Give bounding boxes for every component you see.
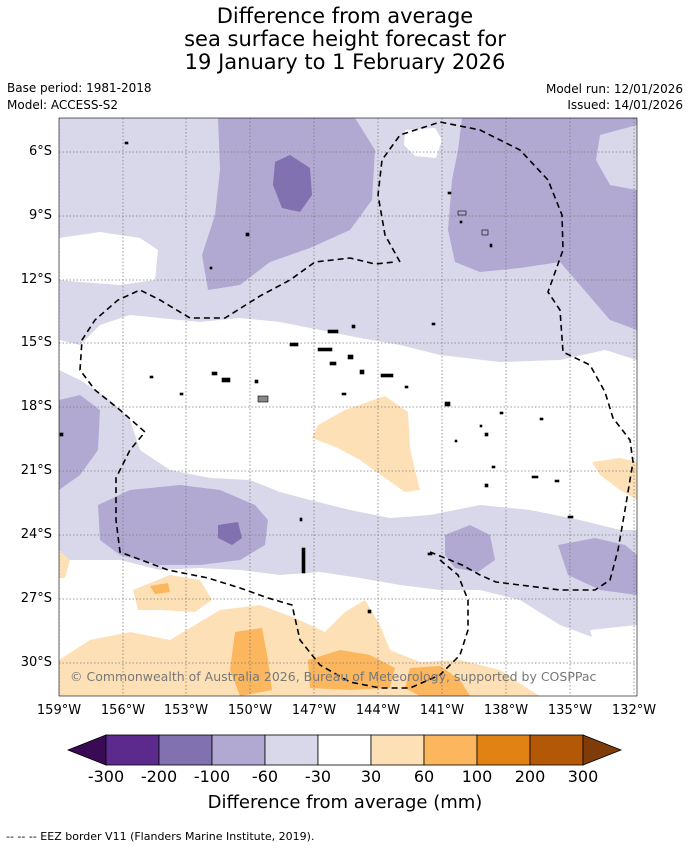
lon-label: 159°W bbox=[36, 703, 82, 718]
model-name: Model: ACCESS-S2 bbox=[7, 98, 119, 112]
colorbar-cell bbox=[211, 734, 266, 766]
title-line-1: Difference from average bbox=[216, 4, 474, 28]
islands bbox=[59, 141, 574, 614]
model-run: Model run: 12/01/2026 bbox=[545, 82, 683, 96]
lon-label: 153°W bbox=[163, 703, 209, 718]
lat-label: 24°S bbox=[20, 527, 52, 542]
colorbar-cell bbox=[264, 734, 319, 766]
colorbar bbox=[66, 734, 623, 766]
colorbar-label: 30 bbox=[360, 767, 382, 786]
colorbar-cell bbox=[529, 734, 584, 766]
anomaly-minus-60-100 bbox=[59, 118, 637, 595]
colorbar-cell bbox=[370, 734, 425, 766]
lon-label: 144°W bbox=[355, 703, 401, 718]
anomaly-minus-100-200 bbox=[218, 155, 312, 545]
lat-label: 9°S bbox=[28, 208, 52, 223]
eez-footnote: -- -- -- EEZ border V11 (Flanders Marine… bbox=[6, 830, 315, 843]
anomaly-plus-60-100 bbox=[150, 583, 470, 696]
colorbar-extend-low bbox=[66, 734, 107, 766]
lon-label: 141°W bbox=[419, 703, 465, 718]
lon-label: 147°W bbox=[291, 703, 337, 718]
title-line-2: sea surface height forecast for bbox=[184, 27, 506, 51]
colorbar-title: Difference from average (mm) bbox=[207, 792, 483, 813]
lon-label: 150°W bbox=[227, 703, 273, 718]
anomaly-neutral-ne-hole bbox=[596, 125, 637, 190]
colorbar-cell bbox=[105, 734, 160, 766]
colorbar-label: -200 bbox=[140, 767, 178, 786]
colorbar-label: -300 bbox=[87, 767, 125, 786]
lat-label: 30°S bbox=[20, 655, 52, 670]
map-frame bbox=[58, 117, 638, 697]
colorbar-label: -30 bbox=[304, 767, 332, 786]
anomaly-neutral-holes bbox=[59, 128, 637, 665]
base-period: Base period: 1981-2018 bbox=[7, 81, 152, 95]
colorbar-label: -100 bbox=[193, 767, 231, 786]
lat-label: 21°S bbox=[20, 463, 52, 478]
lon-label: 156°W bbox=[100, 703, 146, 718]
colorbar-label: 60 bbox=[413, 767, 435, 786]
lon-label: 138°W bbox=[483, 703, 529, 718]
colorbar-label: -60 bbox=[251, 767, 279, 786]
lon-label: 135°W bbox=[547, 703, 593, 718]
title-line-3: 19 January to 1 February 2026 bbox=[184, 50, 506, 74]
colorbar-cell bbox=[423, 734, 478, 766]
colorbar-cell bbox=[476, 734, 531, 766]
lat-label: 6°S bbox=[28, 144, 52, 159]
colorbar-cell bbox=[158, 734, 213, 766]
colorbar-cell bbox=[317, 734, 372, 766]
lat-label: 12°S bbox=[20, 272, 52, 287]
colorbar-label: 100 bbox=[461, 767, 493, 786]
lat-label: 15°S bbox=[20, 335, 52, 350]
colorbar-extend-high bbox=[582, 734, 623, 766]
colorbar-label: 300 bbox=[567, 767, 599, 786]
lon-label: 132°W bbox=[611, 703, 657, 718]
issued-date: Issued: 14/01/2026 bbox=[567, 98, 683, 112]
lat-label: 18°S bbox=[20, 399, 52, 414]
eez-border bbox=[79, 121, 634, 689]
copyright-watermark: © Commonwealth of Australia 2026, Bureau… bbox=[70, 669, 597, 684]
colorbar-label: 200 bbox=[514, 767, 546, 786]
lat-label: 27°S bbox=[20, 591, 52, 606]
